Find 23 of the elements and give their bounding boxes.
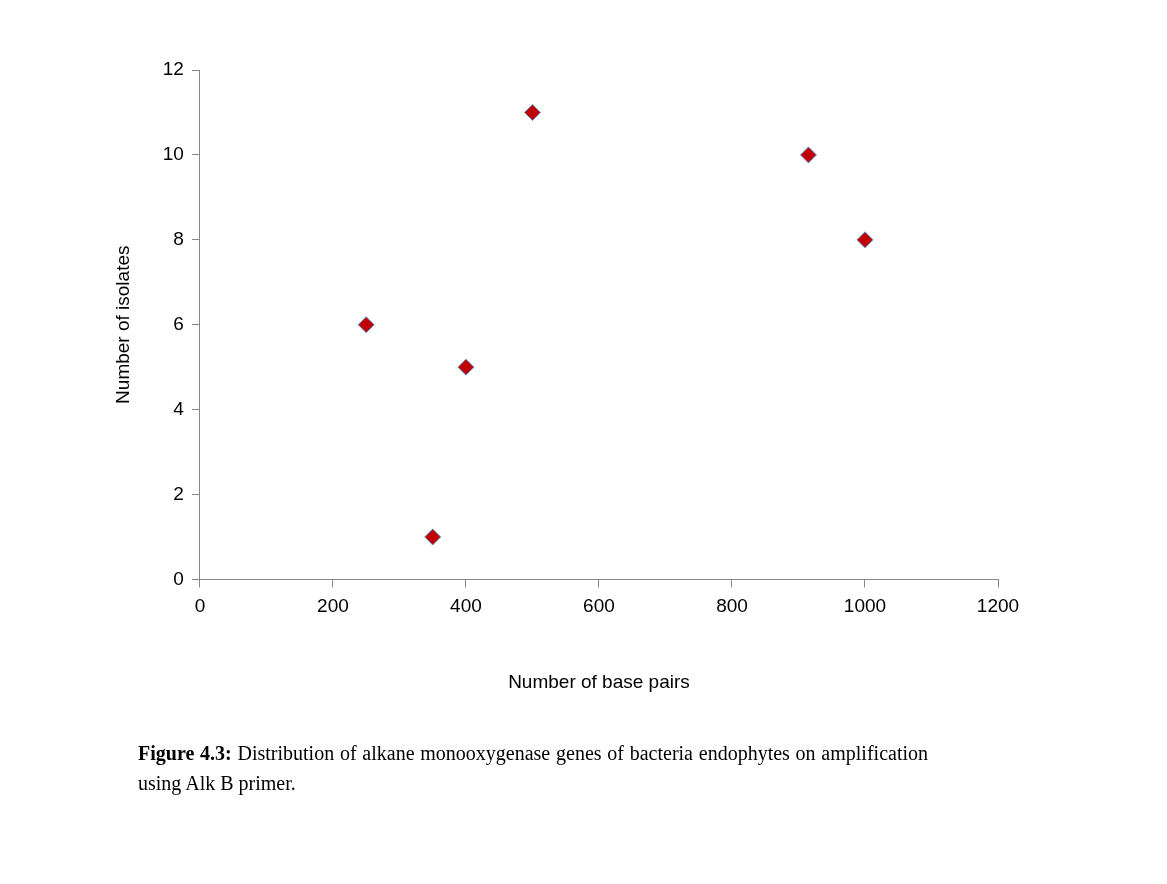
point	[357, 316, 375, 334]
y-axis-title: Number of isolates	[111, 245, 133, 404]
caption: Figure 4.3: Distribution of alkane monooxygenase genes of bacteria endophytes on amplification using Alk B primer.	[138, 742, 928, 794]
y-tick-label: 0	[173, 567, 184, 589]
y-tick-label: 6	[173, 312, 184, 334]
x-tick-label: 1000	[843, 595, 887, 617]
y-tick-label: 2	[173, 482, 184, 504]
y-tick-label: 4	[173, 397, 185, 419]
point	[856, 231, 874, 249]
point	[523, 103, 541, 121]
y-tick-label: 10	[162, 143, 184, 165]
y-tick-label: 12	[162, 58, 184, 80]
point	[424, 528, 442, 546]
x-tick-label: 200	[317, 595, 349, 617]
x-tick-label: 400	[450, 595, 482, 617]
x-tick-label: 1200	[976, 595, 1020, 617]
x-axis-title: Number of base pairs	[508, 670, 690, 692]
y-tick-label: 8	[173, 228, 184, 250]
x-tick-label: 600	[583, 595, 615, 617]
x-tick-label: 0	[194, 595, 206, 617]
x-tick-label: 800	[716, 595, 748, 617]
point	[457, 358, 475, 376]
point	[799, 146, 817, 164]
